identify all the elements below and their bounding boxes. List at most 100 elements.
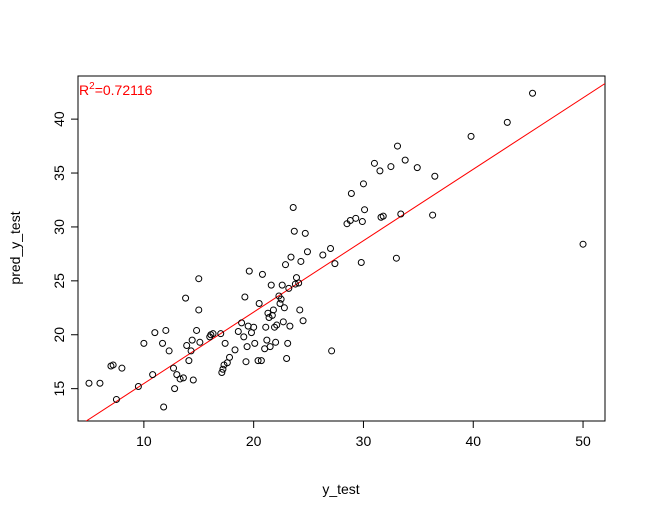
data-point	[185, 357, 193, 365]
data-point	[96, 379, 104, 387]
data-point	[319, 251, 327, 259]
data-point	[291, 280, 299, 288]
data-point	[284, 339, 292, 347]
data-point	[195, 275, 203, 283]
data-point	[376, 167, 384, 175]
x-tick-label: 10	[136, 433, 152, 449]
y-tick-label: 25	[51, 273, 67, 289]
x-tick-label: 40	[465, 433, 481, 449]
data-point	[347, 190, 355, 198]
data-point	[173, 371, 181, 379]
data-point	[140, 339, 148, 347]
data-point	[162, 326, 170, 334]
data-point	[286, 322, 294, 330]
data-point	[327, 245, 335, 252]
data-point	[241, 293, 249, 301]
data-point	[277, 295, 285, 303]
data-point	[467, 132, 475, 140]
data-point	[176, 375, 184, 383]
data-point	[189, 376, 197, 384]
data-point	[257, 357, 265, 365]
plot-frame	[77, 75, 606, 422]
data-point	[179, 374, 187, 382]
data-point	[290, 227, 298, 235]
data-point	[393, 142, 401, 150]
data-point	[251, 339, 259, 347]
y-axis-label: pred_y_test	[7, 211, 23, 284]
r-squared-value: =0.72116	[95, 82, 153, 98]
data-point	[118, 364, 126, 372]
points-layer	[85, 89, 587, 411]
data-point	[234, 328, 242, 336]
data-point	[352, 214, 360, 222]
data-point	[359, 180, 367, 188]
data-point	[280, 304, 288, 312]
x-tick-label: 50	[575, 433, 591, 449]
data-point	[159, 339, 167, 347]
data-point	[170, 364, 178, 372]
r-squared-annotation: R2=0.72116	[79, 81, 153, 98]
data-point	[431, 172, 439, 180]
data-point	[271, 323, 279, 331]
data-point	[379, 212, 387, 220]
data-point	[160, 403, 168, 411]
data-point	[303, 248, 311, 256]
data-point	[278, 281, 286, 289]
data-point	[219, 365, 227, 373]
data-point	[413, 164, 421, 172]
data-point	[264, 309, 272, 317]
y-tick-label: 20	[51, 327, 67, 343]
data-point	[279, 318, 287, 326]
data-point	[328, 347, 336, 355]
data-point	[301, 229, 309, 237]
data-point	[149, 371, 157, 379]
data-point	[358, 218, 366, 226]
data-point	[218, 368, 226, 376]
data-point	[217, 330, 225, 338]
data-point	[245, 267, 253, 275]
x-tick-label: 20	[246, 433, 262, 449]
data-point	[273, 321, 281, 329]
y-tick-label: 40	[51, 111, 67, 127]
data-point	[579, 240, 587, 248]
data-point	[529, 89, 537, 97]
data-point	[267, 281, 275, 289]
data-point	[357, 259, 365, 267]
y-axis: 15 20 25 30 35 40	[51, 111, 78, 396]
data-point	[285, 284, 293, 292]
data-point	[429, 211, 437, 219]
data-point	[295, 279, 303, 287]
data-point	[171, 385, 179, 393]
data-point	[254, 357, 262, 365]
data-point	[109, 361, 117, 369]
data-point	[183, 342, 191, 350]
data-point	[188, 336, 196, 344]
regression-line	[85, 83, 605, 421]
data-point	[242, 358, 250, 366]
data-point	[243, 343, 251, 351]
data-point	[195, 306, 203, 314]
data-point	[112, 395, 120, 403]
y-tick-label: 15	[51, 381, 67, 397]
data-point	[282, 261, 290, 269]
data-point	[276, 299, 284, 307]
x-axis: 10 20 30 40 50	[136, 421, 591, 449]
r-squared-superscript: 2	[89, 81, 95, 92]
data-point	[370, 159, 378, 167]
y-tick-label: 30	[51, 219, 67, 235]
x-axis-label: y_test	[322, 481, 359, 497]
data-point	[397, 210, 405, 218]
data-point	[221, 339, 229, 347]
data-point	[269, 306, 277, 314]
data-point	[296, 306, 304, 314]
data-point	[231, 346, 239, 354]
data-point	[503, 118, 511, 126]
x-tick-label: 30	[356, 433, 372, 449]
data-point	[258, 270, 266, 278]
data-point	[331, 260, 339, 268]
data-point	[392, 254, 400, 262]
data-point	[209, 330, 217, 338]
data-point	[401, 156, 409, 164]
data-point	[299, 317, 307, 325]
data-point	[262, 323, 270, 331]
